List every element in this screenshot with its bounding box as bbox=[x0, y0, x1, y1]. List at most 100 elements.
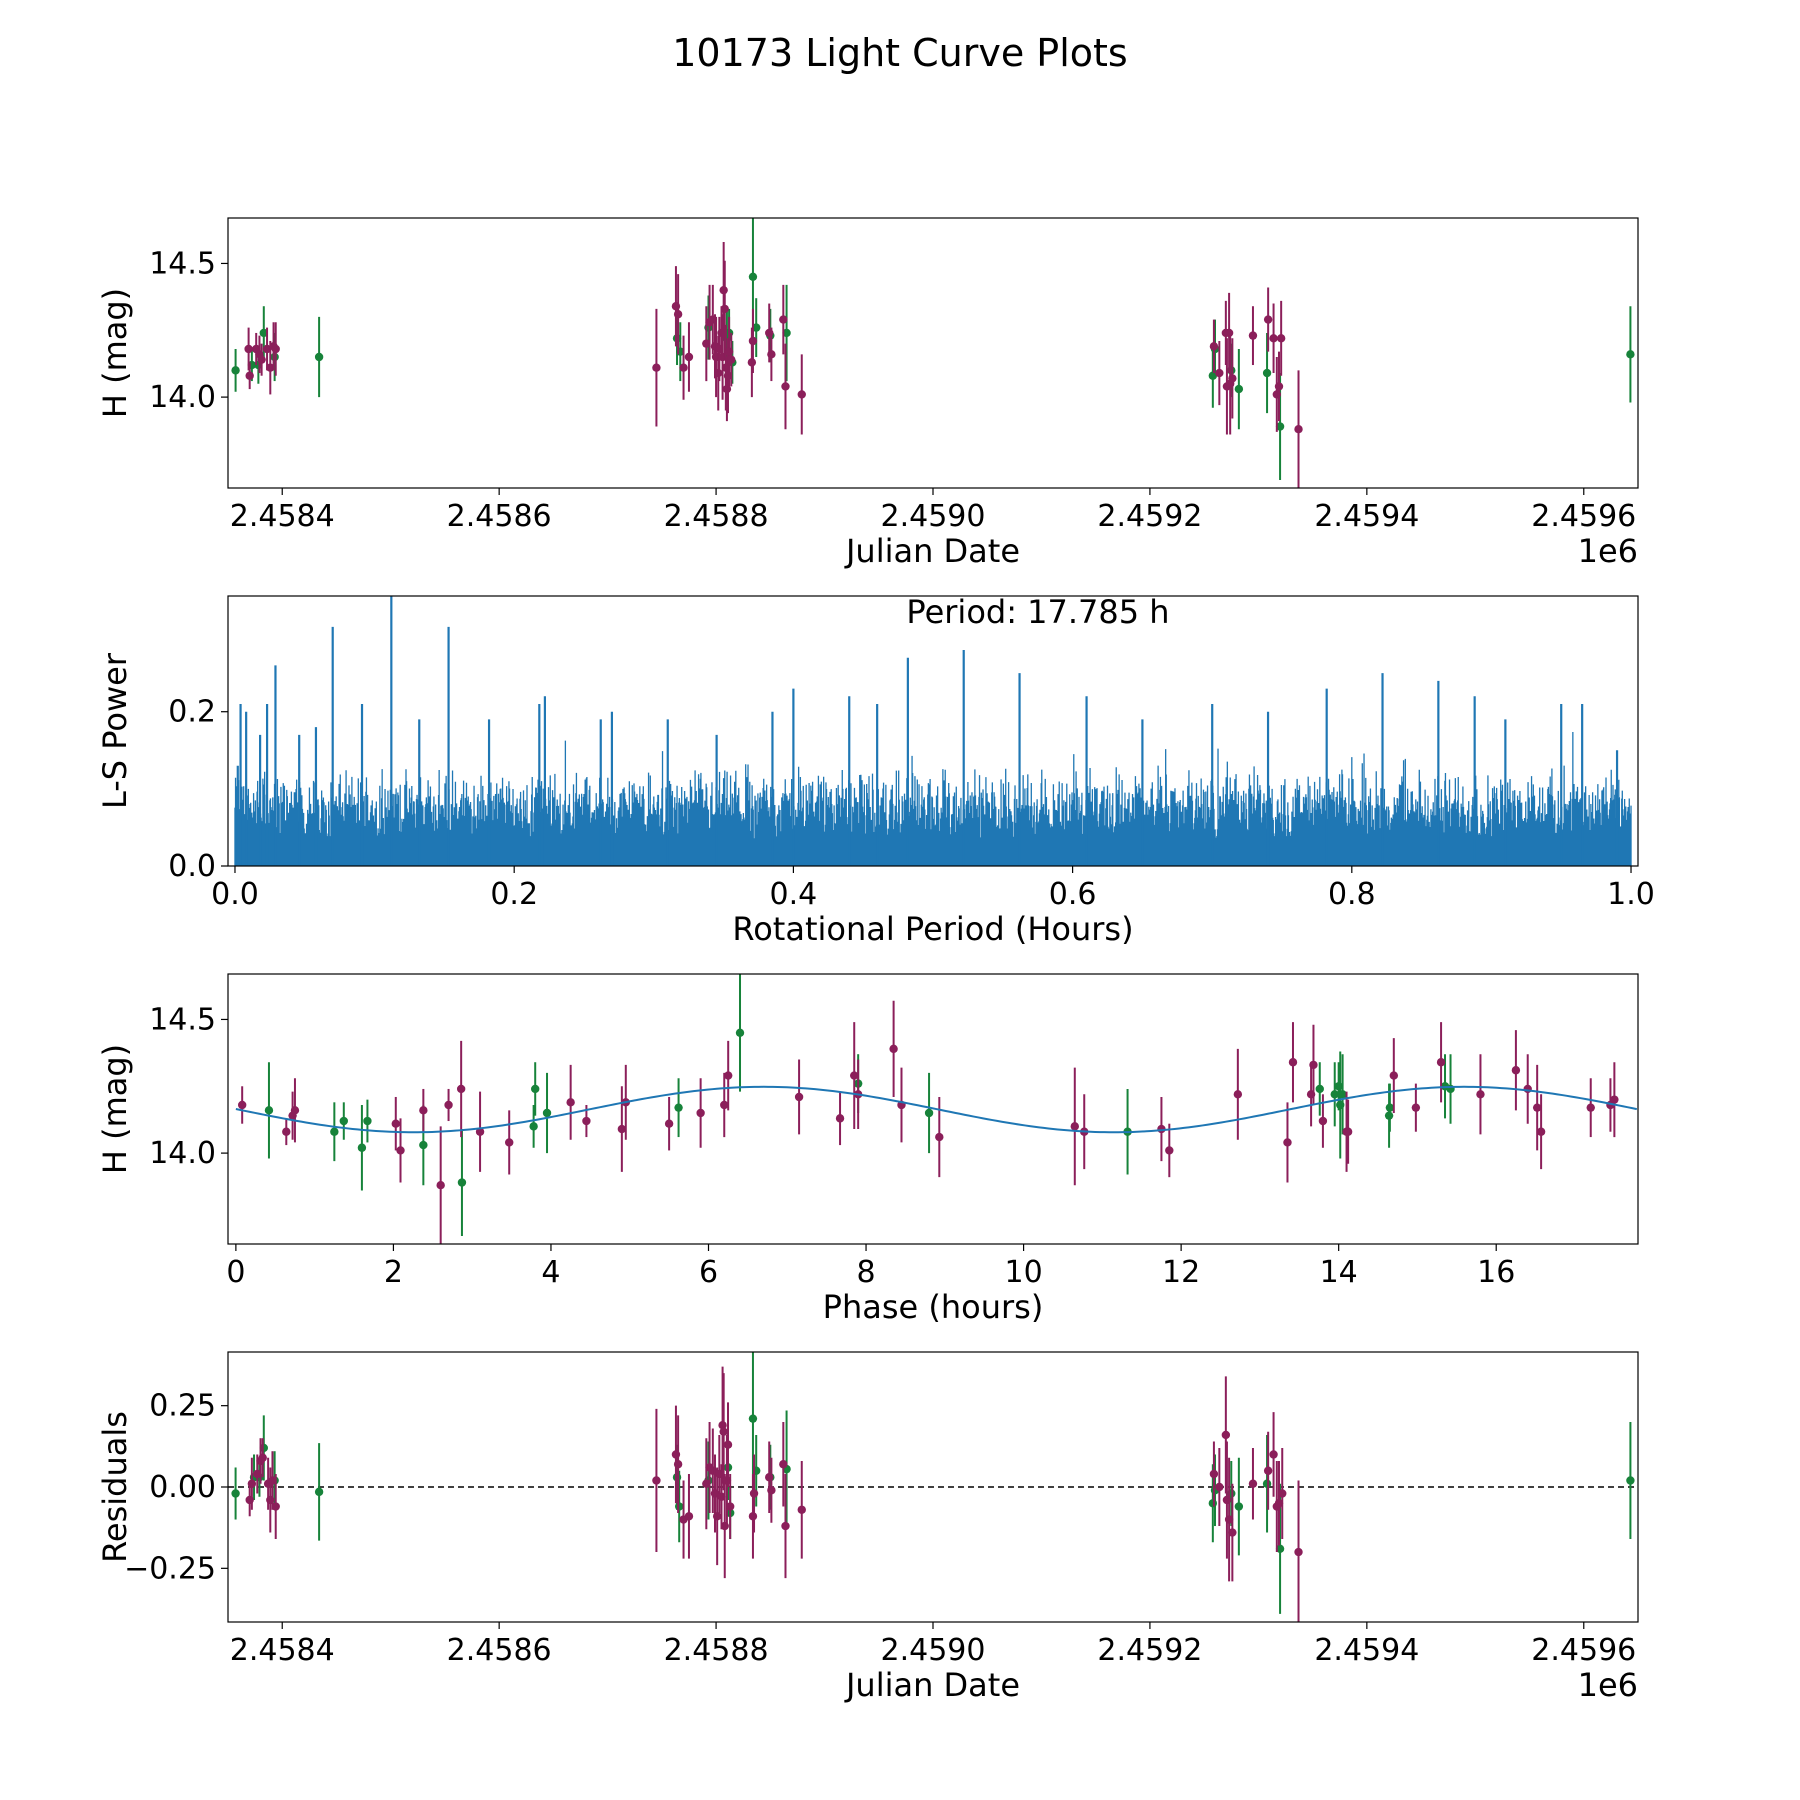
axes-frame bbox=[227, 973, 1639, 1245]
maroon-point bbox=[1274, 382, 1284, 391]
maroon-point bbox=[271, 344, 280, 354]
green-point bbox=[924, 1108, 934, 1118]
maroon-point bbox=[1248, 331, 1258, 340]
maroon-point bbox=[1233, 1090, 1243, 1099]
green-point bbox=[735, 1028, 745, 1038]
maroon-point bbox=[1523, 1084, 1532, 1094]
maroon-point bbox=[262, 344, 272, 354]
maroon-point bbox=[268, 1476, 277, 1485]
maroon-point bbox=[1165, 1146, 1174, 1155]
green-point bbox=[672, 334, 682, 343]
x-tick-label: 2.4586 bbox=[447, 499, 552, 534]
maroon-point bbox=[1436, 1058, 1446, 1067]
maroon-point bbox=[719, 285, 728, 295]
maroon-point bbox=[652, 363, 661, 372]
maroon-point bbox=[797, 1505, 806, 1514]
maroon-point bbox=[794, 1092, 804, 1102]
data-points bbox=[237, 974, 1619, 1244]
maroon-point bbox=[781, 1521, 790, 1531]
green-point bbox=[231, 366, 240, 375]
x-tick-label: 0.8 bbox=[1328, 877, 1376, 912]
green-point bbox=[1626, 350, 1635, 359]
maroon-point bbox=[245, 371, 254, 380]
x-tick-label: 2 bbox=[384, 1255, 403, 1290]
maroon-point bbox=[702, 339, 711, 348]
maroon-point bbox=[684, 1512, 694, 1521]
green-point bbox=[363, 1116, 372, 1126]
maroon-point bbox=[1476, 1090, 1485, 1099]
maroon-point bbox=[258, 1453, 267, 1462]
maroon-point bbox=[779, 315, 788, 324]
green-point bbox=[1275, 422, 1285, 431]
green-point bbox=[748, 272, 758, 282]
maroon-point bbox=[456, 1084, 466, 1094]
figure-title: 10173 Light Curve Plots bbox=[672, 31, 1127, 75]
maroon-point bbox=[797, 390, 806, 399]
maroon-point bbox=[673, 310, 683, 319]
axes-frame bbox=[227, 217, 1639, 489]
x-axis-label: Rotational Period (Hours) bbox=[732, 910, 1133, 948]
x-tick-label: 12 bbox=[1162, 1255, 1200, 1290]
maroon-point bbox=[722, 1476, 732, 1485]
maroon-point bbox=[779, 1460, 788, 1469]
maroon-point bbox=[1209, 1469, 1219, 1479]
x-tick-label: 1.0 bbox=[1607, 877, 1655, 912]
maroon-point bbox=[1224, 328, 1234, 338]
maroon-point bbox=[1215, 1482, 1224, 1492]
maroon-point bbox=[1278, 1489, 1287, 1498]
x-offset-label: 1e6 bbox=[1578, 1666, 1638, 1704]
x-tick-label: 0 bbox=[226, 1255, 245, 1290]
y-axis-label: L-S Power bbox=[96, 652, 134, 809]
maroon-point bbox=[935, 1132, 944, 1142]
maroon-point bbox=[1343, 1127, 1353, 1136]
green-point bbox=[231, 1489, 240, 1498]
maroon-point bbox=[1318, 1116, 1328, 1126]
maroon-point bbox=[748, 1512, 758, 1521]
axes-frame bbox=[227, 1351, 1639, 1623]
y-axis-label: H (mag) bbox=[96, 1044, 134, 1174]
green-point bbox=[1338, 1090, 1347, 1099]
maroon-point bbox=[718, 1420, 727, 1430]
green-point bbox=[529, 1122, 538, 1131]
data-points bbox=[231, 1352, 1635, 1622]
x-tick-label: 2.4590 bbox=[881, 499, 986, 534]
y-tick-label: 0.0 bbox=[168, 849, 216, 884]
data-points bbox=[231, 218, 1635, 488]
x-tick-label: 16 bbox=[1477, 1255, 1515, 1290]
maroon-point bbox=[505, 1138, 514, 1147]
green-point bbox=[1330, 1090, 1339, 1099]
green-point bbox=[1315, 1084, 1324, 1094]
green-point bbox=[1234, 384, 1244, 394]
green-point bbox=[1275, 1544, 1285, 1554]
light-curve-panel: 2.4584 2.4586 2.4588 2.4590 2.4592 2.4594 2.45… bbox=[96, 217, 1639, 570]
maroon-point bbox=[1224, 1515, 1234, 1524]
maroon-point bbox=[679, 363, 688, 372]
maroon-point bbox=[723, 371, 733, 380]
maroon-point bbox=[652, 1476, 661, 1485]
y-tick-label: 0.00 bbox=[149, 1470, 216, 1505]
x-tick-label: 4 bbox=[541, 1255, 560, 1290]
x-tick-label: 2.4592 bbox=[1097, 1633, 1202, 1668]
maroon-point bbox=[257, 355, 266, 364]
maroon-point bbox=[1536, 1127, 1546, 1136]
residuals-panel: 2.4584 2.4586 2.4588 2.4590 2.4592 2.4594 2.45… bbox=[96, 1351, 1639, 1704]
maroon-point bbox=[722, 384, 732, 394]
maroon-point bbox=[1269, 1450, 1278, 1459]
x-tick-label: 2.4586 bbox=[447, 1633, 552, 1668]
maroon-point bbox=[664, 1119, 674, 1128]
y-axis-label: Residuals bbox=[96, 1411, 134, 1563]
maroon-point bbox=[723, 1071, 733, 1080]
maroon-point bbox=[767, 350, 776, 359]
green-point bbox=[1626, 1476, 1635, 1485]
green-point bbox=[259, 1443, 268, 1453]
maroon-point bbox=[1288, 1058, 1298, 1067]
green-point bbox=[1262, 368, 1272, 378]
maroon-point bbox=[720, 304, 729, 314]
periodogram-panel: Period: 17.785 h 0.0 0.2 0.4 0.6 0.8 1.0 0.0 0.2… bbox=[96, 593, 1655, 948]
maroon-point bbox=[767, 1486, 776, 1495]
green-point bbox=[419, 1140, 428, 1150]
maroon-point bbox=[617, 1124, 627, 1134]
maroon-point bbox=[566, 1098, 575, 1107]
maroon-point bbox=[835, 1114, 845, 1123]
maroon-point bbox=[1294, 1547, 1303, 1557]
